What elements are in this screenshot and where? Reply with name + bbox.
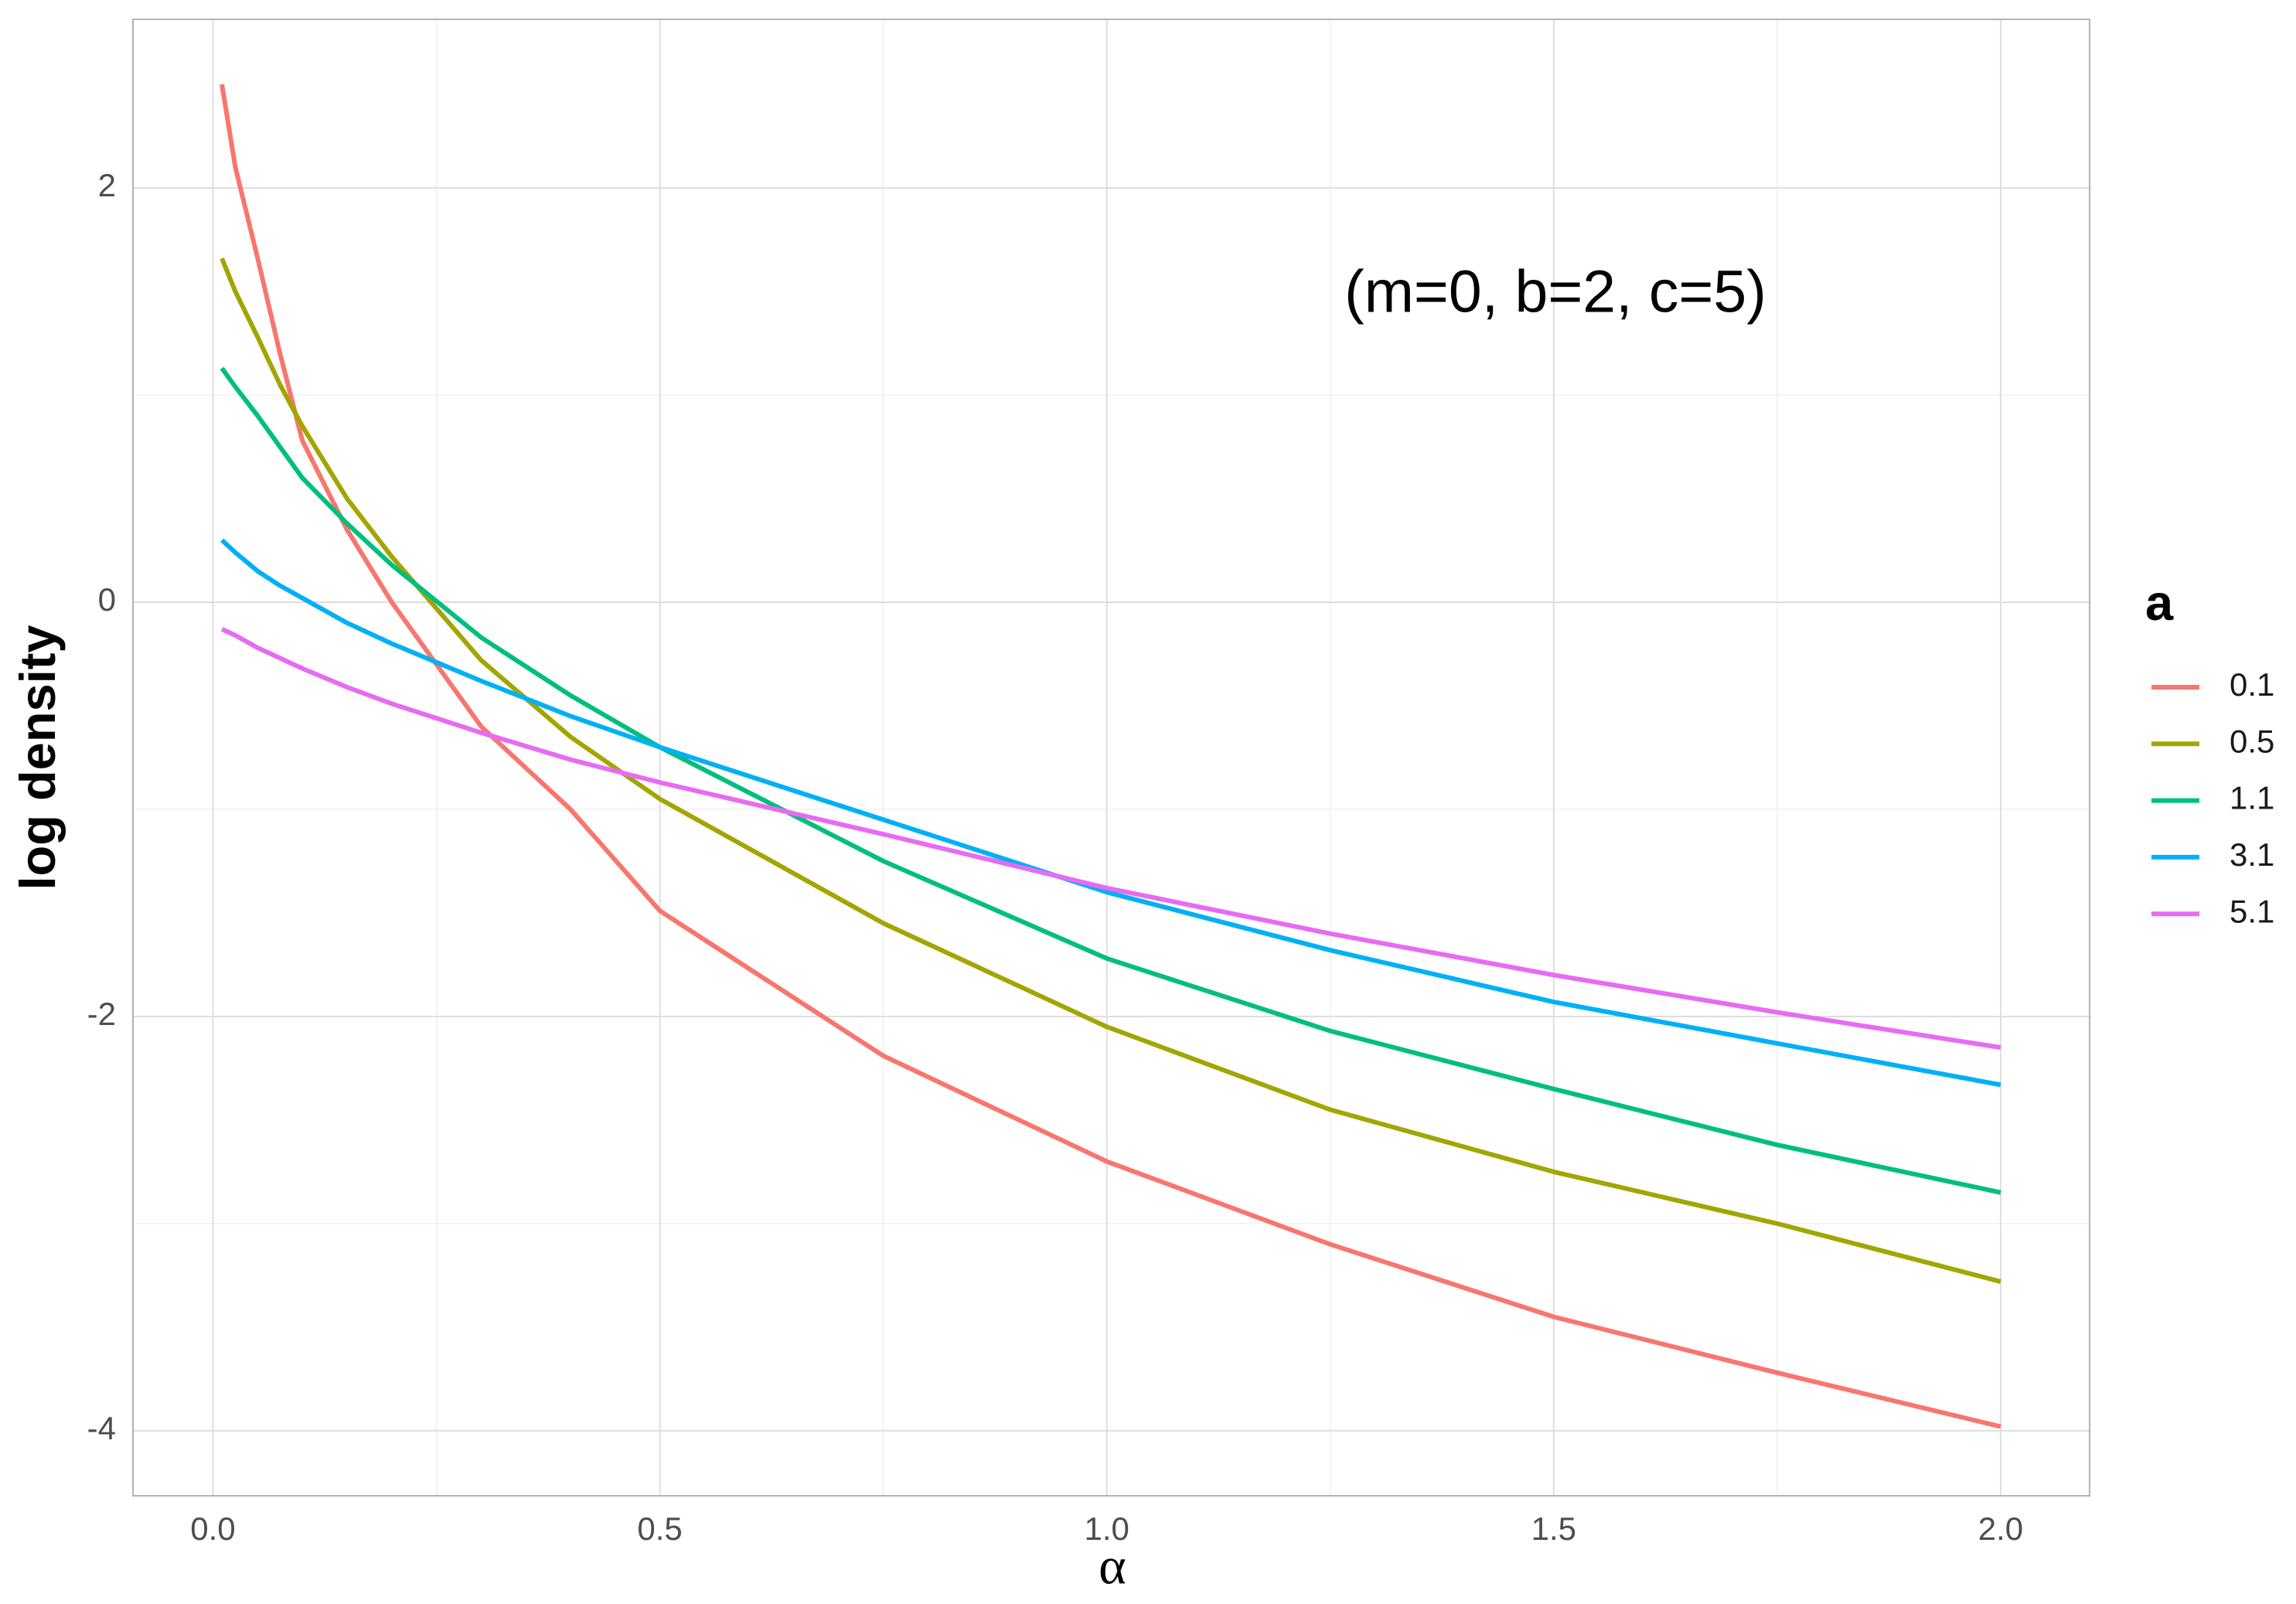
- y-axis-title: log density: [9, 625, 66, 890]
- legend: 0.1 0.5 1.1 3.1 5.1: [2151, 666, 2274, 929]
- legend-label: 3.1: [2230, 836, 2274, 873]
- lines: [220, 83, 2001, 1429]
- y-tick-label: -4: [87, 1410, 116, 1446]
- series-line: [220, 538, 2001, 1088]
- series-line: [220, 83, 2001, 1429]
- y-tick-label: -2: [87, 996, 116, 1032]
- legend-label: 1.1: [2230, 780, 2274, 816]
- annotation: (m=0, b=2, c=5): [1344, 258, 1766, 325]
- series-line: [220, 627, 2001, 1051]
- x-tick-label: 0.5: [637, 1510, 682, 1547]
- legend-label: 0.5: [2230, 723, 2274, 759]
- legend-label: 0.1: [2230, 666, 2274, 703]
- x-tick-label: 1.5: [1531, 1510, 1576, 1547]
- grid: [133, 19, 2090, 1496]
- x-axis-title: α: [1099, 1537, 1126, 1595]
- y-tick-label: 2: [98, 167, 116, 203]
- x-tick-label: 0.0: [190, 1510, 235, 1547]
- y-tick-label: 0: [98, 581, 116, 618]
- legend-title: a: [2145, 574, 2174, 631]
- series-line: [220, 366, 2001, 1195]
- x-tick-label: 1.0: [1085, 1510, 1129, 1547]
- x-tick-label: 2.0: [1978, 1510, 2023, 1547]
- legend-label: 5.1: [2230, 893, 2274, 929]
- panel-border: [132, 19, 2090, 1497]
